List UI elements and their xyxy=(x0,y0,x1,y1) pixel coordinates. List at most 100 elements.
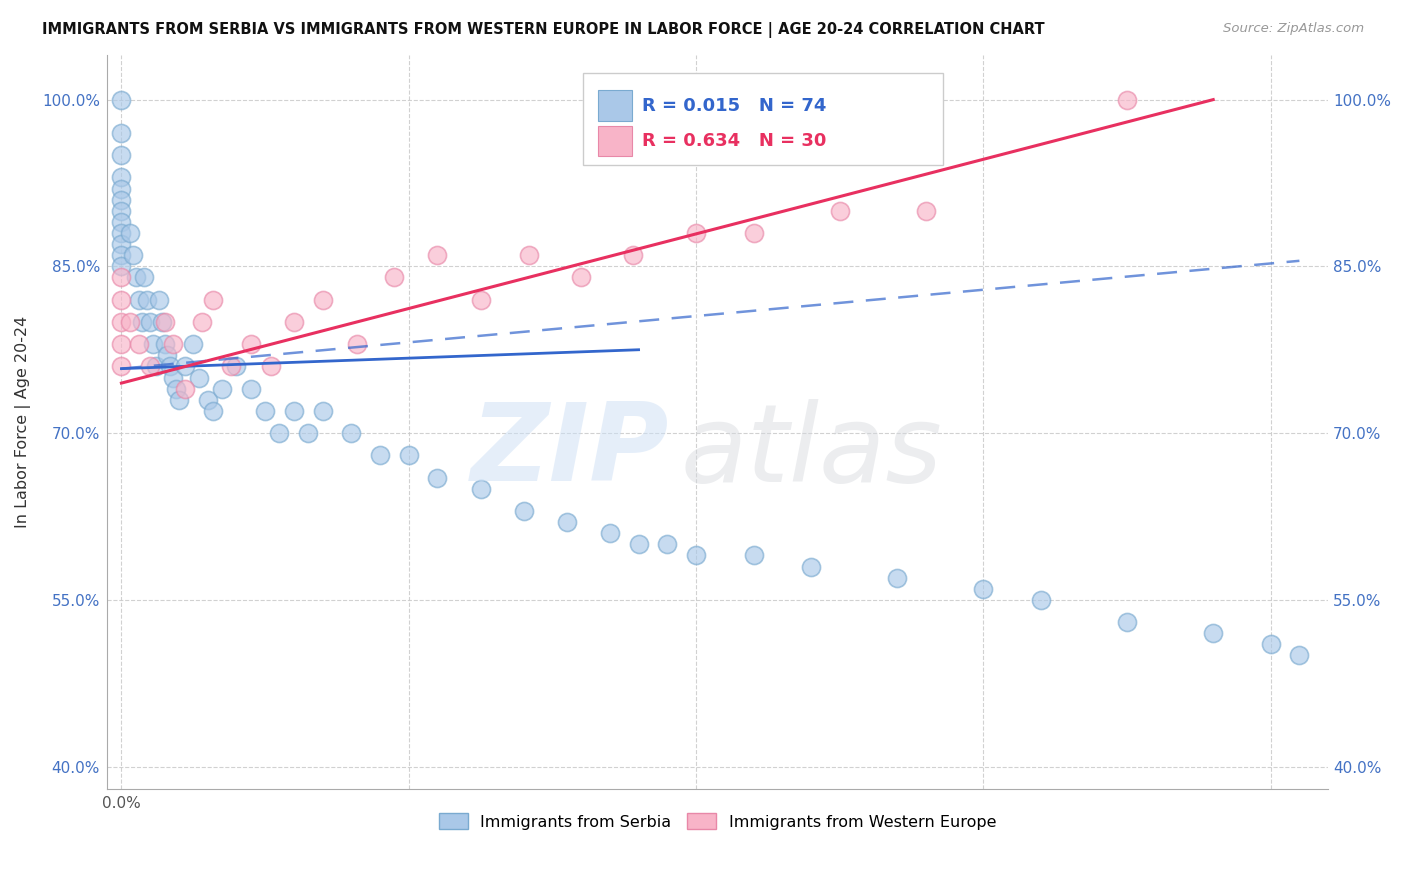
Point xyxy=(599,526,621,541)
Point xyxy=(657,537,679,551)
Point xyxy=(110,293,132,307)
Text: R = 0.634   N = 30: R = 0.634 N = 30 xyxy=(643,132,827,150)
Point xyxy=(346,337,368,351)
Point xyxy=(202,404,225,418)
Point xyxy=(125,270,148,285)
Point xyxy=(470,482,492,496)
Point xyxy=(128,337,150,351)
Point xyxy=(110,215,132,229)
Point xyxy=(134,270,156,285)
Point xyxy=(1116,93,1139,107)
Point xyxy=(340,426,363,441)
Point xyxy=(110,359,132,374)
Point xyxy=(211,382,233,396)
Point xyxy=(555,515,578,529)
Point xyxy=(239,337,262,351)
Point xyxy=(627,537,650,551)
Point xyxy=(191,315,214,329)
Point xyxy=(110,337,132,351)
Point xyxy=(311,404,333,418)
Point xyxy=(167,392,190,407)
Point xyxy=(519,248,541,262)
FancyBboxPatch shape xyxy=(583,73,943,165)
Point xyxy=(886,571,908,585)
Point xyxy=(142,337,165,351)
Point xyxy=(311,293,333,307)
Text: IMMIGRANTS FROM SERBIA VS IMMIGRANTS FROM WESTERN EUROPE IN LABOR FORCE | AGE 20: IMMIGRANTS FROM SERBIA VS IMMIGRANTS FRO… xyxy=(42,22,1045,38)
Point xyxy=(283,315,305,329)
Point xyxy=(1202,626,1225,640)
Point xyxy=(110,226,132,240)
Point xyxy=(426,248,449,262)
Point xyxy=(110,315,132,329)
Point xyxy=(110,260,132,274)
Point xyxy=(110,203,132,218)
Point xyxy=(173,359,195,374)
Point xyxy=(110,126,132,140)
Legend: Immigrants from Serbia, Immigrants from Western Europe: Immigrants from Serbia, Immigrants from … xyxy=(433,806,1002,836)
Point xyxy=(685,549,707,563)
Point xyxy=(283,404,305,418)
Point xyxy=(139,359,162,374)
Point xyxy=(110,248,132,262)
Point xyxy=(131,315,153,329)
Point xyxy=(197,392,219,407)
Point xyxy=(470,293,492,307)
Point xyxy=(181,337,204,351)
Point xyxy=(148,293,170,307)
Point xyxy=(685,226,707,240)
Point xyxy=(153,337,176,351)
Point xyxy=(110,181,132,195)
Point xyxy=(368,448,391,462)
Point xyxy=(118,226,141,240)
Point xyxy=(110,148,132,162)
Point xyxy=(225,359,247,374)
Point xyxy=(110,93,132,107)
Point xyxy=(173,382,195,396)
Point xyxy=(398,448,420,462)
Point xyxy=(153,315,176,329)
Point xyxy=(828,203,851,218)
Point xyxy=(426,470,449,484)
Point xyxy=(800,559,823,574)
Text: ZIP: ZIP xyxy=(471,399,669,504)
Point xyxy=(260,359,283,374)
Point xyxy=(239,382,262,396)
Point xyxy=(569,270,592,285)
Point xyxy=(110,237,132,252)
Point xyxy=(110,170,132,185)
Point xyxy=(742,226,765,240)
Point xyxy=(162,337,184,351)
Point xyxy=(202,293,225,307)
Point xyxy=(512,504,534,518)
Point xyxy=(159,359,181,374)
Point xyxy=(122,248,145,262)
Point xyxy=(128,293,150,307)
Text: R = 0.015   N = 74: R = 0.015 N = 74 xyxy=(643,96,827,115)
FancyBboxPatch shape xyxy=(598,90,633,121)
Point xyxy=(915,203,938,218)
Point xyxy=(139,315,162,329)
Point xyxy=(165,382,187,396)
Point xyxy=(1029,593,1052,607)
Point xyxy=(162,370,184,384)
Point xyxy=(972,582,994,596)
Point xyxy=(150,315,173,329)
Point xyxy=(254,404,277,418)
FancyBboxPatch shape xyxy=(598,126,633,156)
Point xyxy=(118,315,141,329)
Point xyxy=(219,359,242,374)
Point xyxy=(1260,637,1282,651)
Point xyxy=(621,248,644,262)
Point xyxy=(136,293,159,307)
Point xyxy=(269,426,291,441)
Point xyxy=(156,348,179,362)
Y-axis label: In Labor Force | Age 20-24: In Labor Force | Age 20-24 xyxy=(15,316,31,528)
Point xyxy=(145,359,167,374)
Point xyxy=(1288,648,1310,663)
Point xyxy=(382,270,405,285)
Point xyxy=(297,426,319,441)
Point xyxy=(1116,615,1139,629)
Text: Source: ZipAtlas.com: Source: ZipAtlas.com xyxy=(1223,22,1364,36)
Point xyxy=(110,193,132,207)
